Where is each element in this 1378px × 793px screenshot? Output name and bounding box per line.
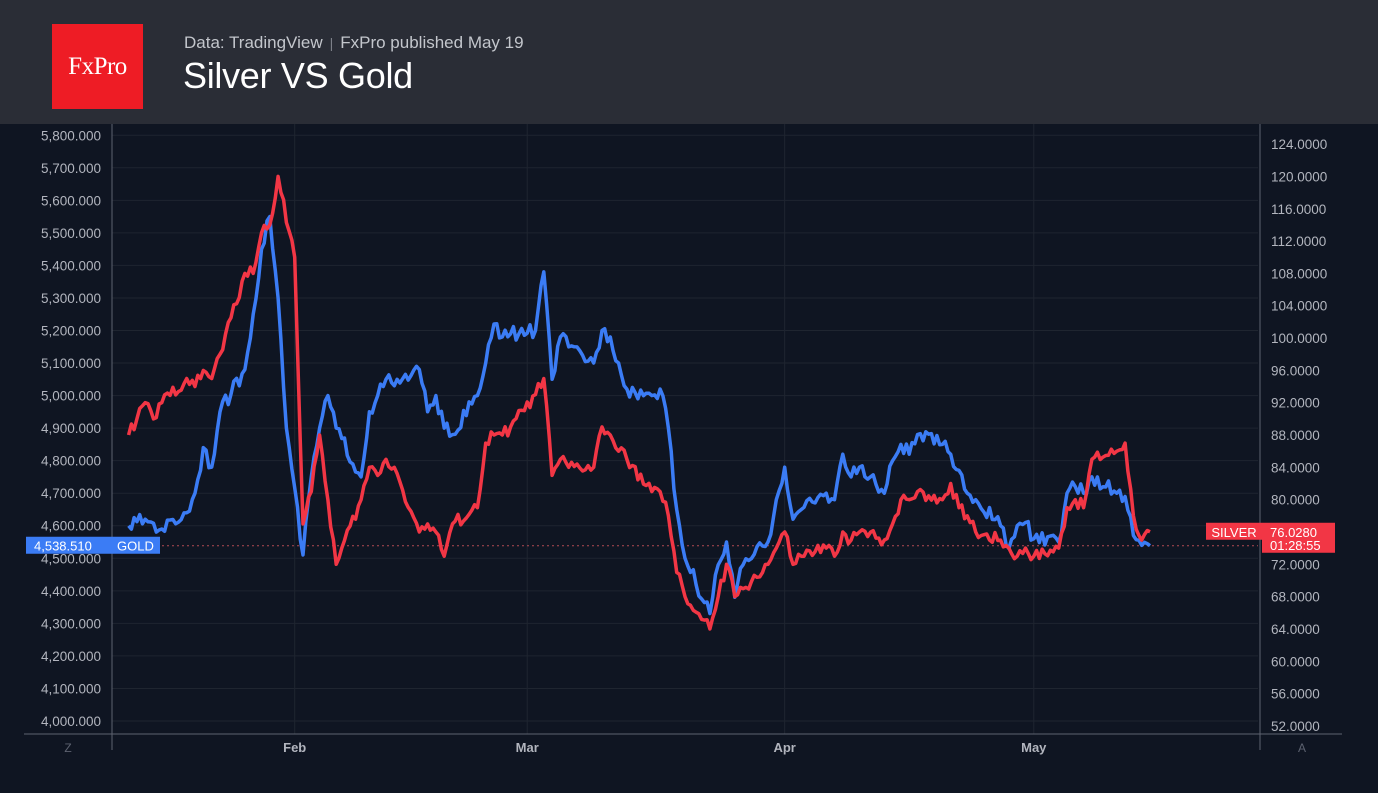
- right-tick-label: 72.0000: [1271, 557, 1320, 572]
- right-tick-label: 60.0000: [1271, 654, 1320, 669]
- right-tick-label: 84.0000: [1271, 460, 1320, 475]
- data-source: Data: TradingView: [184, 33, 323, 52]
- right-tick-label: 104.0000: [1271, 299, 1327, 314]
- silver-series-line: [126, 174, 1151, 631]
- right-tick-label: 52.0000: [1271, 719, 1320, 734]
- right-tick-label: 56.0000: [1271, 687, 1320, 702]
- left-tick-label: 4,900.000: [41, 421, 101, 436]
- left-tick-label: 4,700.000: [41, 486, 101, 501]
- left-tick-label: 5,800.000: [41, 128, 101, 143]
- right-tick-label: 64.0000: [1271, 622, 1320, 637]
- left-tick-label: 4,000.000: [41, 714, 101, 729]
- meta-separator: |: [329, 35, 334, 51]
- right-tick-label: 112.0000: [1271, 234, 1326, 249]
- price-chart[interactable]: 5,800.000 5,700.000 5,600.000 5,500.000 5,40…: [0, 124, 1378, 788]
- left-tick-label: 5,000.000: [41, 389, 101, 404]
- left-tick-label: 4,300.000: [41, 616, 101, 631]
- gold-last-value: 4,538.510: [34, 539, 92, 554]
- x-tick-label: Feb: [283, 740, 306, 755]
- silver-name-tag: [1206, 522, 1262, 540]
- right-tick-label: 120.0000: [1271, 169, 1327, 184]
- auto-scale-button[interactable]: A: [1298, 741, 1306, 755]
- gold-series-line: [127, 214, 1152, 616]
- left-tick-label: 5,400.000: [41, 258, 101, 273]
- chart-area[interactable]: 5,800.000 5,700.000 5,600.000 5,500.000 5,40…: [0, 124, 1378, 788]
- left-tick-label: 5,200.000: [41, 323, 101, 338]
- right-tick-label: 92.0000: [1271, 396, 1320, 411]
- published-date: FxPro published May 19: [340, 33, 524, 52]
- left-tick-label: 5,300.000: [41, 291, 101, 306]
- chart-meta: Data: TradingView | FxPro published May 19: [184, 33, 524, 53]
- left-tick-label: 4,100.000: [41, 681, 101, 696]
- logo-text: FxPro: [68, 52, 127, 80]
- left-tick-label: 5,600.000: [41, 193, 101, 208]
- gold-price-tag: [26, 536, 160, 554]
- left-tick-label: 5,500.000: [41, 226, 101, 241]
- right-tick-label: 68.0000: [1271, 590, 1320, 605]
- fxpro-logo: FxPro: [52, 24, 143, 109]
- left-tick-label: 5,700.000: [41, 161, 101, 176]
- silver-last-value: 76.0280: [1270, 525, 1317, 540]
- silver-countdown: 01:28:55: [1270, 538, 1321, 553]
- right-tick-label: 88.0000: [1271, 428, 1320, 443]
- silver-price-tag: [1262, 522, 1335, 553]
- right-tick-label: 100.0000: [1271, 331, 1327, 346]
- left-tick-label: 4,200.000: [41, 649, 101, 664]
- right-tick-label: 116.0000: [1271, 202, 1326, 217]
- left-tick-label: 5,100.000: [41, 356, 101, 371]
- chart-title: Silver VS Gold: [183, 55, 413, 96]
- x-tick-label: Mar: [516, 740, 539, 755]
- gold-series-name: GOLD: [117, 539, 154, 554]
- left-tick-label: 4,600.000: [41, 519, 101, 534]
- right-tick-label: 124.0000: [1271, 137, 1327, 152]
- header: FxPro Data: TradingView | FxPro published …: [0, 0, 1378, 124]
- right-tick-label: 80.0000: [1271, 493, 1320, 508]
- left-tick-label: 4,500.000: [41, 551, 101, 566]
- x-tick-label: May: [1021, 740, 1047, 755]
- right-tick-label: 108.0000: [1271, 266, 1327, 281]
- right-tick-label: 96.0000: [1271, 363, 1320, 378]
- x-tick-label: Apr: [773, 740, 795, 755]
- left-tick-label: 4,400.000: [41, 584, 101, 599]
- zoom-button[interactable]: Z: [64, 741, 71, 755]
- left-tick-label: 4,800.000: [41, 454, 101, 469]
- silver-series-name: SILVER: [1211, 525, 1256, 540]
